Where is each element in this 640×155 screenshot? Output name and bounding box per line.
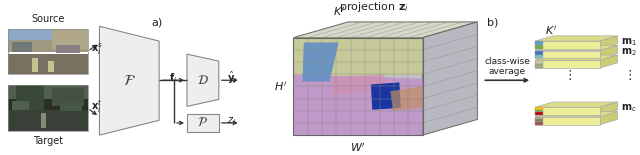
Polygon shape: [535, 60, 600, 68]
Text: $\vdots$: $\vdots$: [623, 68, 632, 82]
Polygon shape: [535, 41, 600, 49]
Polygon shape: [8, 110, 88, 131]
Polygon shape: [371, 82, 401, 110]
Polygon shape: [187, 54, 219, 106]
Polygon shape: [99, 26, 159, 135]
Polygon shape: [535, 117, 600, 125]
Text: $\mathbf{m}_1$: $\mathbf{m}_1$: [621, 36, 636, 48]
Text: $K'$: $K'$: [333, 5, 345, 18]
Text: Source: Source: [31, 14, 65, 24]
Polygon shape: [535, 45, 543, 49]
Polygon shape: [60, 103, 82, 111]
Text: $\mathbf{f}_i$: $\mathbf{f}_i$: [169, 71, 177, 84]
Polygon shape: [535, 45, 618, 51]
Polygon shape: [32, 58, 38, 72]
Text: $\mathbf{x}_i^t$: $\mathbf{x}_i^t$: [92, 98, 103, 115]
Polygon shape: [293, 22, 477, 38]
Polygon shape: [8, 40, 88, 51]
Polygon shape: [48, 61, 54, 72]
Polygon shape: [332, 75, 390, 94]
Text: $\mathcal{D}$: $\mathcal{D}$: [197, 74, 209, 87]
Text: class-wise
average: class-wise average: [484, 57, 530, 76]
Polygon shape: [600, 36, 618, 49]
Polygon shape: [422, 22, 477, 135]
Text: $H'$: $H'$: [275, 80, 287, 93]
Polygon shape: [600, 102, 618, 115]
Text: $\mathcal{F}$: $\mathcal{F}$: [123, 73, 136, 88]
Text: $K'$: $K'$: [545, 24, 557, 37]
Text: projection $\mathbf{z}_i$: projection $\mathbf{z}_i$: [339, 0, 410, 14]
Polygon shape: [12, 101, 29, 110]
Polygon shape: [535, 51, 600, 58]
Polygon shape: [535, 36, 618, 41]
Polygon shape: [600, 112, 618, 125]
Polygon shape: [535, 107, 543, 110]
Text: $\hat{\mathbf{y}}_i$: $\hat{\mathbf{y}}_i$: [227, 70, 237, 86]
Polygon shape: [535, 113, 543, 115]
Polygon shape: [56, 45, 79, 53]
Polygon shape: [535, 55, 543, 58]
Polygon shape: [535, 110, 543, 113]
Polygon shape: [12, 42, 32, 51]
Polygon shape: [8, 54, 88, 74]
Polygon shape: [8, 86, 88, 99]
Polygon shape: [52, 29, 88, 49]
Polygon shape: [535, 51, 543, 55]
Text: $\mathbf{m}_2$: $\mathbf{m}_2$: [621, 46, 636, 58]
Text: $\vdots$: $\vdots$: [563, 68, 572, 82]
Polygon shape: [16, 86, 44, 110]
Text: a): a): [151, 18, 163, 28]
Polygon shape: [293, 38, 422, 135]
Polygon shape: [187, 114, 219, 132]
Polygon shape: [535, 60, 543, 64]
Polygon shape: [293, 75, 422, 135]
Polygon shape: [535, 41, 543, 45]
Polygon shape: [600, 45, 618, 58]
Polygon shape: [535, 64, 543, 68]
Polygon shape: [390, 86, 422, 111]
Polygon shape: [535, 112, 618, 117]
Text: Target: Target: [33, 136, 63, 146]
Polygon shape: [535, 120, 543, 122]
Polygon shape: [535, 102, 618, 107]
Polygon shape: [535, 107, 600, 115]
Polygon shape: [8, 29, 88, 45]
Polygon shape: [535, 122, 543, 125]
Polygon shape: [52, 88, 84, 106]
Polygon shape: [303, 42, 339, 82]
Text: $\mathcal{P}$: $\mathcal{P}$: [198, 116, 209, 129]
Polygon shape: [600, 55, 618, 68]
Polygon shape: [535, 55, 618, 60]
Polygon shape: [8, 86, 88, 131]
Text: $\mathbf{m}_c$: $\mathbf{m}_c$: [621, 103, 637, 114]
Polygon shape: [293, 38, 422, 77]
Polygon shape: [42, 113, 46, 128]
Polygon shape: [535, 117, 543, 120]
Text: $\mathbf{x}_i^s$: $\mathbf{x}_i^s$: [92, 42, 103, 58]
Text: $W'$: $W'$: [350, 141, 366, 154]
Text: $z_i$: $z_i$: [227, 115, 236, 127]
Text: b): b): [487, 18, 499, 28]
